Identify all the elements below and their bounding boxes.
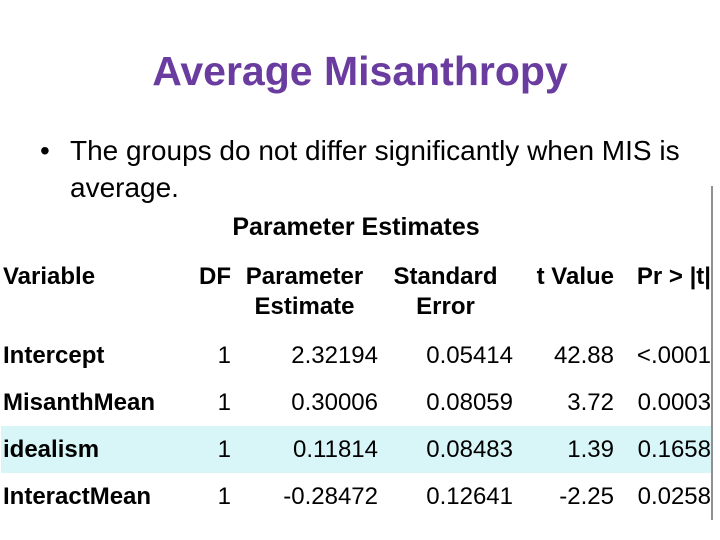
cell-estimate: -0.28472 — [283, 482, 378, 510]
cell-t-value: 1.39 — [567, 435, 614, 463]
column-header-t-value: t Value — [536, 263, 614, 290]
right-border-line — [711, 186, 713, 520]
table-row-idealism-highlighted: idealism 1 0.11814 0.08483 1.39 0.1658 — [1, 426, 711, 473]
bullet-item: • The groups do not differ significantly… — [40, 132, 680, 206]
table-title: Parameter Estimates — [232, 213, 480, 241]
cell-std-error: 0.08483 — [426, 435, 513, 463]
cell-variable: MisanthMean — [3, 388, 156, 416]
cell-variable: InteractMean — [3, 482, 152, 510]
cell-t-value: 42.88 — [553, 341, 614, 369]
cell-estimate: 0.11814 — [293, 435, 378, 463]
table-header-row: Variable DF Parameter Estimate Standard … — [1, 262, 711, 322]
cell-t-value: 3.72 — [567, 388, 614, 416]
column-header-variable: Variable — [3, 263, 96, 290]
cell-df: 1 — [217, 388, 231, 416]
cell-df: 1 — [217, 435, 231, 463]
bullet-marker: • — [40, 135, 50, 166]
cell-std-error: 0.12641 — [426, 482, 513, 510]
table-row-misanthmean: MisanthMean 1 0.30006 0.08059 3.72 0.000… — [1, 379, 711, 426]
cell-variable: Intercept — [3, 341, 105, 369]
parameter-estimates-table: Parameter Estimates Variable DF Paramete… — [1, 213, 711, 520]
cell-pr-t: 0.0003 — [637, 388, 711, 416]
cell-estimate: 2.32194 — [291, 341, 378, 369]
column-header-df: DF — [199, 263, 231, 290]
column-header-standard-error: Standard Error — [393, 263, 498, 320]
cell-pr-t: <.0001 — [636, 341, 711, 369]
table-row-intercept: Intercept 1 2.32194 0.05414 42.88 <.0001 — [1, 332, 711, 379]
cell-t-value: -2.25 — [559, 482, 614, 510]
cell-df: 1 — [217, 482, 231, 510]
cell-pr-t: 0.0258 — [637, 482, 711, 510]
cell-std-error: 0.05414 — [426, 341, 513, 369]
cell-std-error: 0.08059 — [426, 388, 513, 416]
table-row-interactmean: InteractMean 1 -0.28472 0.12641 -2.25 0.… — [1, 473, 711, 520]
cell-pr-t: 0.1658 — [637, 435, 711, 463]
column-header-parameter-estimate: Parameter Estimate — [245, 263, 364, 320]
cell-variable: idealism — [3, 435, 100, 463]
column-header-pr-t: Pr > |t| — [636, 263, 711, 290]
cell-df: 1 — [217, 341, 231, 369]
bullet-text: The groups do not differ significantly w… — [70, 135, 680, 203]
cell-estimate: 0.30006 — [291, 388, 378, 416]
slide-title: Average Misanthropy — [152, 48, 568, 94]
